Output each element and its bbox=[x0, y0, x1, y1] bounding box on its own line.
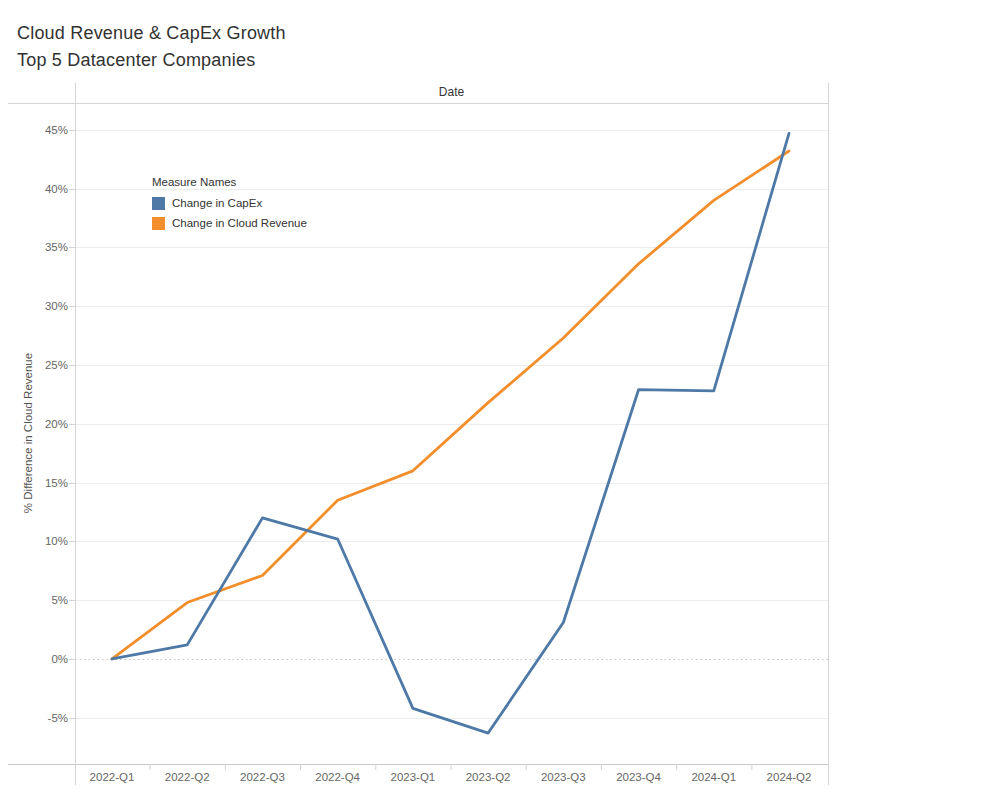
y-tick-label: 25% bbox=[26, 358, 68, 372]
y-tick-label: 45% bbox=[26, 123, 68, 137]
y-tick-label: 40% bbox=[26, 182, 68, 196]
x-tick-label: 2023-Q1 bbox=[376, 770, 450, 784]
x-tick-label: 2024-Q1 bbox=[677, 770, 751, 784]
x-tick-label: 2022-Q3 bbox=[225, 770, 299, 784]
y-tick-label: -5% bbox=[26, 711, 68, 725]
y-tick-label: 0% bbox=[26, 652, 68, 666]
capex-color-swatch bbox=[152, 197, 165, 210]
legend-item-capex[interactable]: Change in CapEx bbox=[152, 193, 307, 213]
x-tick-label: 2022-Q4 bbox=[301, 770, 375, 784]
x-tick-label: 2023-Q3 bbox=[526, 770, 600, 784]
y-tick-label: 5% bbox=[26, 593, 68, 607]
plot-area[interactable] bbox=[0, 0, 1000, 800]
y-tick-label: 20% bbox=[26, 417, 68, 431]
x-tick-label: 2023-Q2 bbox=[451, 770, 525, 784]
y-tick-label: 15% bbox=[26, 476, 68, 490]
x-tick-label: 2023-Q4 bbox=[602, 770, 676, 784]
legend: Measure Names Change in CapEx Change in … bbox=[152, 176, 307, 233]
legend-item-cloud-revenue[interactable]: Change in Cloud Revenue bbox=[152, 213, 307, 233]
tableau-dashboard: Cloud Revenue & CapEx Growth Top 5 Datac… bbox=[0, 0, 1000, 800]
legend-item-label: Change in CapEx bbox=[172, 197, 262, 209]
y-tick-label: 30% bbox=[26, 299, 68, 313]
legend-item-label: Change in Cloud Revenue bbox=[172, 217, 307, 229]
x-tick-label: 2024-Q2 bbox=[752, 770, 826, 784]
y-tick-label: 10% bbox=[26, 534, 68, 548]
y-tick-label: 35% bbox=[26, 240, 68, 254]
x-tick-label: 2022-Q2 bbox=[150, 770, 224, 784]
cloud-revenue-color-swatch bbox=[152, 217, 165, 230]
legend-title: Measure Names bbox=[152, 176, 307, 188]
x-tick-label: 2022-Q1 bbox=[75, 770, 149, 784]
